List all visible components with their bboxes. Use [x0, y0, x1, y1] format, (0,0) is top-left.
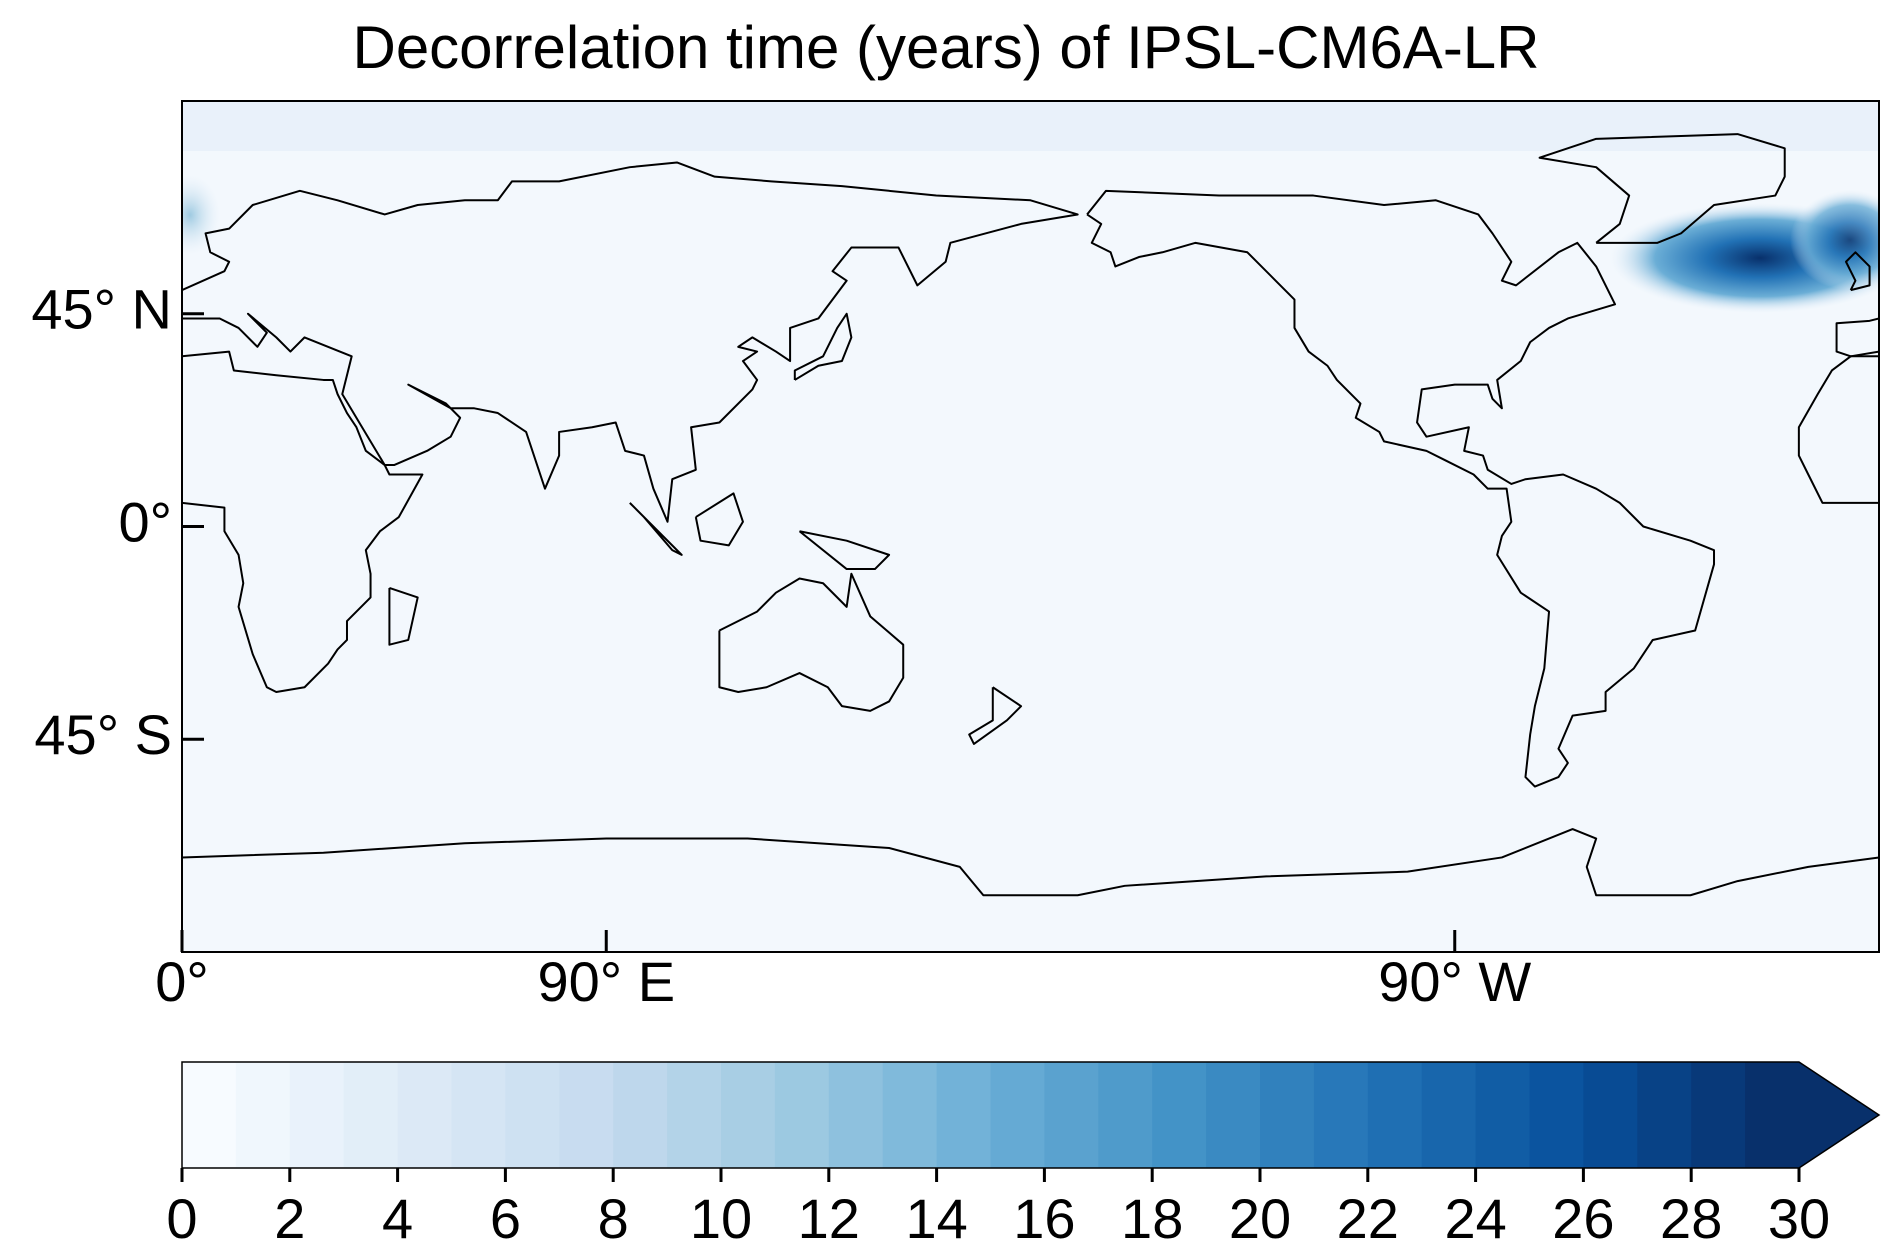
arctic-field [182, 101, 1879, 151]
coastline [798, 530, 891, 571]
colorbar-tick-label: 4 [382, 1187, 413, 1250]
colorbar-band [828, 1062, 884, 1168]
colorbar-band [1206, 1062, 1261, 1168]
coastline [388, 587, 419, 646]
colorbar-tick-label: 24 [1444, 1187, 1506, 1250]
colorbar-band [1691, 1062, 1746, 1168]
colorbar-extend [1799, 1062, 1879, 1168]
colorbar-tick-label: 28 [1660, 1187, 1722, 1250]
colorbar-band [397, 1062, 452, 1168]
colorbar-tick-label: 26 [1552, 1187, 1614, 1250]
colorbar-band [882, 1062, 938, 1168]
colorbar-band [990, 1062, 1045, 1168]
colorbar-tick-label: 0 [166, 1187, 197, 1250]
colorbar-band [1152, 1062, 1207, 1168]
coastlines [182, 133, 1879, 897]
colorbar-tick-label: 16 [1013, 1187, 1075, 1250]
x-tick-label: 90° E [537, 950, 675, 1013]
norwegian-sea-field [182, 175, 220, 255]
map-field [182, 101, 1879, 952]
colorbar-band [559, 1062, 614, 1168]
colorbar-tick-label: 12 [798, 1187, 860, 1250]
colorbar-tick-label: 10 [690, 1187, 752, 1250]
coastline [694, 492, 744, 547]
x-tick-label: 0° [155, 950, 209, 1013]
colorbar-band [667, 1062, 722, 1168]
colorbar-band [1475, 1062, 1530, 1168]
coastline [1538, 133, 1786, 244]
colorbar-band [1367, 1062, 1423, 1168]
coastline [968, 686, 1023, 745]
colorbar-band [613, 1062, 668, 1168]
north-atlantic-hotspot [1790, 190, 1879, 290]
colorbar-band [1745, 1062, 1800, 1168]
colorbar-tick-label: 6 [490, 1187, 521, 1250]
colorbar: 0 2 4 6 8 10 12 14 16 18 20 22 24 26 28 30 [166, 1061, 1881, 1250]
coastline [1835, 317, 1879, 358]
colorbar-band [505, 1062, 560, 1168]
colorbar-tick-label: 2 [274, 1187, 305, 1250]
coastline [1086, 189, 1716, 788]
coastline [182, 828, 1879, 897]
ocean-field [182, 101, 1879, 952]
coastline [182, 350, 424, 693]
coastline [182, 161, 1079, 523]
colorbar-tick-label: 30 [1768, 1187, 1830, 1250]
colorbar-band [235, 1062, 291, 1168]
coastline [1845, 251, 1871, 292]
title: Decorrelation time (years) of IPSL-CM6A-… [352, 14, 1539, 81]
y-tick-label: 0° [118, 490, 172, 553]
colorbar-band [343, 1062, 399, 1168]
colorbar-tick-label: 8 [598, 1187, 629, 1250]
colorbar-band [1098, 1062, 1153, 1168]
colorbar-tick-label: 22 [1337, 1187, 1399, 1250]
y-tick-label: 45° S [34, 703, 172, 766]
colorbar-tick-label: 18 [1121, 1187, 1183, 1250]
colorbar-band [451, 1062, 506, 1168]
colorbar-outline [181, 1061, 1881, 1169]
colorbar-band [1529, 1062, 1584, 1168]
colorbar-band [289, 1062, 345, 1168]
coastline [718, 572, 905, 712]
colorbar-band [936, 1062, 991, 1168]
coastline [793, 312, 853, 381]
colorbar-band [1260, 1062, 1315, 1168]
colorbar-band [1421, 1062, 1477, 1168]
colorbar-band [182, 1062, 237, 1168]
colorbar-band [1637, 1062, 1692, 1168]
coastline [1797, 355, 1879, 504]
colorbar-band [721, 1062, 776, 1168]
colorbar-tick-label: 14 [905, 1187, 967, 1250]
colorbar-band [774, 1062, 830, 1168]
colorbar-band [1044, 1062, 1099, 1168]
x-tick-label: 90° W [1378, 950, 1531, 1013]
colorbar-tick-label: 20 [1229, 1187, 1291, 1250]
colorbar-band [1313, 1062, 1369, 1168]
colorbar-band [1583, 1062, 1638, 1168]
y-tick-label: 45° N [31, 278, 172, 341]
coastline [629, 502, 683, 556]
